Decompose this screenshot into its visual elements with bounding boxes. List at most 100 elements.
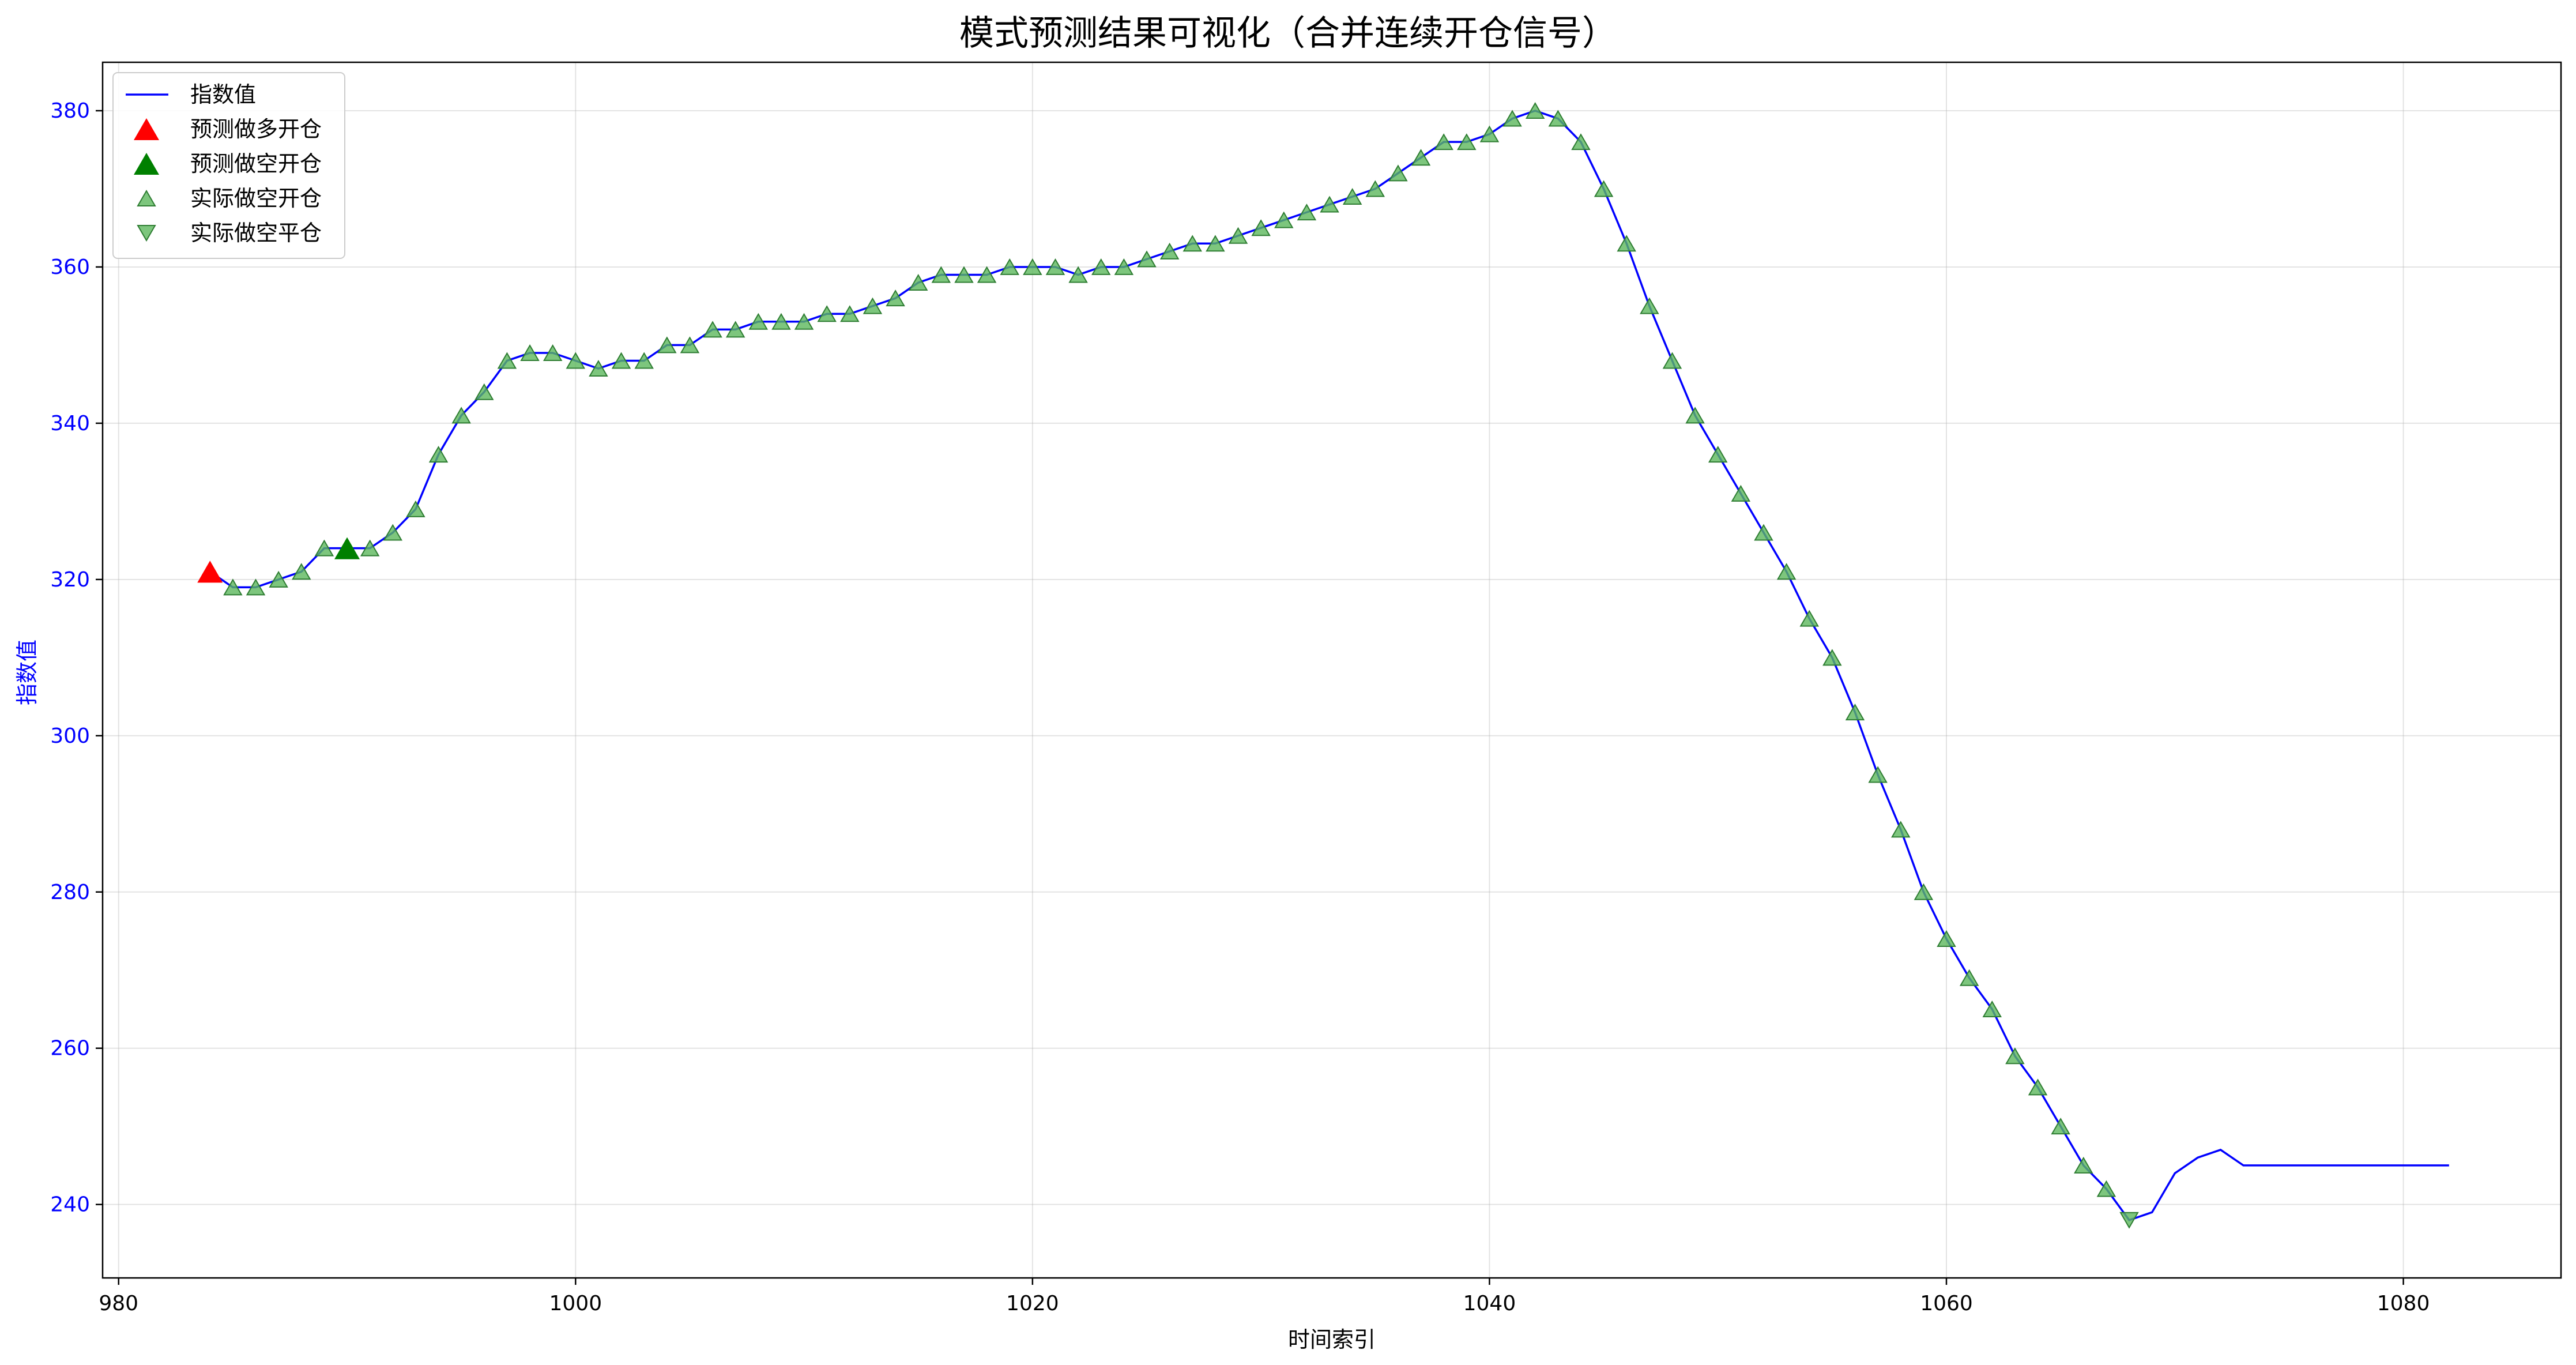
- legend-label: 指数值: [190, 82, 256, 107]
- legend-actual-close-swatch: [137, 225, 156, 242]
- actual-short-open-marker: [269, 570, 288, 588]
- x-tick-label: 1060: [1920, 1292, 1973, 1315]
- actual-short-open-marker: [794, 313, 814, 330]
- actual-short-open-marker: [2028, 1078, 2048, 1096]
- x-tick-label: 1040: [1463, 1292, 1516, 1315]
- x-tick-label: 1020: [1006, 1292, 1059, 1315]
- actual-short-open-marker: [1068, 266, 1088, 283]
- actual-short-open-marker: [680, 336, 700, 354]
- actual-short-open-marker: [1708, 446, 1728, 463]
- x-tick-label: 980: [99, 1292, 138, 1315]
- legend-label: 预测做空开仓: [190, 151, 322, 176]
- pred-short-open-marker: [334, 537, 360, 559]
- actual-short-open-marker: [931, 266, 951, 283]
- actual-short-close-marker: [2119, 1212, 2139, 1229]
- actual-short-open-marker: [1091, 258, 1111, 275]
- y-tick-label: 340: [50, 412, 90, 435]
- actual-short-open-marker: [1159, 242, 1180, 260]
- actual-short-open-marker: [2096, 1180, 2116, 1197]
- actual-short-open-marker: [1114, 258, 1134, 275]
- y-tick-label: 280: [50, 881, 90, 904]
- actual-short-open-marker: [2005, 1047, 2025, 1065]
- legend-pred-short-swatch: [134, 152, 159, 175]
- actual-short-open-marker: [1982, 1000, 2002, 1017]
- actual-short-open-marker: [1845, 704, 1865, 721]
- series-line-index: [209, 110, 2449, 1221]
- actual-short-open-marker: [1228, 227, 1248, 244]
- y-tick-label: 320: [50, 568, 90, 592]
- actual-short-open-marker: [223, 578, 243, 596]
- actual-short-open-marker: [1914, 883, 1934, 900]
- actual-short-open-marker: [292, 563, 311, 580]
- x-tick-label: 1080: [2377, 1292, 2430, 1315]
- actual-short-open-marker: [634, 352, 654, 369]
- actual-short-open-marker: [246, 578, 266, 596]
- actual-short-open-marker: [1548, 110, 1568, 127]
- actual-short-open-marker: [1388, 164, 1408, 182]
- actual-short-open-marker: [1479, 125, 1500, 142]
- actual-short-open-marker: [1937, 930, 1956, 947]
- actual-short-open-marker: [725, 321, 745, 338]
- legend-label: 预测做多开仓: [190, 116, 322, 142]
- x-tick-label: 1000: [549, 1292, 602, 1315]
- actual-short-open-marker: [703, 321, 722, 338]
- actual-short-open-marker: [1662, 352, 1682, 369]
- actual-short-open-marker: [1411, 149, 1431, 166]
- y-tick-label: 360: [50, 255, 90, 279]
- y-tick-label: 240: [50, 1193, 90, 1217]
- actual-short-open-marker: [360, 539, 380, 556]
- actual-short-open-marker: [520, 344, 540, 361]
- data-layer: [197, 102, 2449, 1229]
- actual-short-open-marker: [1320, 195, 1339, 213]
- axis-ticks: 980 1000 1020 1040 1060 1080 240 260 280 300 320 34…: [50, 99, 2430, 1315]
- actual-short-open-marker: [1571, 133, 1591, 151]
- actual-short-open-marker: [771, 313, 791, 330]
- actual-short-open-marker: [1822, 649, 1842, 666]
- y-axis-label: 指数值: [14, 640, 40, 705]
- grid: [103, 62, 2561, 1278]
- actual-short-open-marker: [406, 500, 425, 517]
- actual-short-open-marker: [1137, 250, 1157, 268]
- actual-short-open-marker: [1457, 133, 1477, 151]
- actual-short-open-marker: [1274, 211, 1294, 228]
- legend-label: 实际做空平仓: [190, 220, 322, 246]
- actual-short-open-marker: [1891, 821, 1911, 838]
- actual-short-open-marker: [1525, 102, 1545, 119]
- actual-short-open-marker: [1045, 258, 1065, 275]
- actual-short-open-marker: [657, 336, 677, 354]
- actual-short-open-marker: [1959, 969, 1979, 986]
- actual-short-open-marker: [1640, 297, 1659, 314]
- actual-short-open-marker: [451, 407, 471, 424]
- actual-short-open-marker: [1182, 235, 1202, 252]
- legend-label: 实际做空开仓: [190, 186, 322, 211]
- actual-short-open-marker: [314, 539, 334, 556]
- actual-short-open-marker: [1342, 188, 1362, 205]
- actual-short-open-marker: [1617, 235, 1636, 252]
- actual-short-open-marker: [2074, 1156, 2093, 1174]
- y-tick-label: 380: [50, 99, 90, 123]
- actual-short-open-marker: [1251, 219, 1271, 236]
- actual-short-open-marker: [954, 266, 974, 283]
- actual-short-open-marker: [497, 352, 517, 369]
- legend-pred-long-swatch: [134, 118, 159, 141]
- actual-short-open-marker: [589, 360, 608, 377]
- actual-short-open-marker: [383, 524, 403, 541]
- actual-short-open-marker: [1594, 180, 1614, 197]
- actual-short-open-marker: [1868, 766, 1888, 783]
- actual-short-open-marker: [1754, 524, 1773, 541]
- actual-short-open-marker: [886, 289, 905, 307]
- actual-short-open-marker: [977, 266, 997, 283]
- chart-title: 模式预测结果可视化（合并连续开仓信号）: [959, 13, 1617, 54]
- actual-short-open-marker: [748, 313, 769, 330]
- actual-short-open-marker: [611, 352, 631, 369]
- actual-short-open-marker: [908, 274, 928, 291]
- plot-frame: [101, 61, 2562, 1279]
- actual-short-open-marker: [543, 344, 563, 361]
- legend-actual-open-swatch: [137, 190, 156, 206]
- actual-short-open-marker: [840, 305, 860, 322]
- y-tick-label: 300: [50, 724, 90, 748]
- x-axis-label: 时间索引: [1288, 1327, 1376, 1352]
- actual-short-open-marker: [566, 352, 586, 369]
